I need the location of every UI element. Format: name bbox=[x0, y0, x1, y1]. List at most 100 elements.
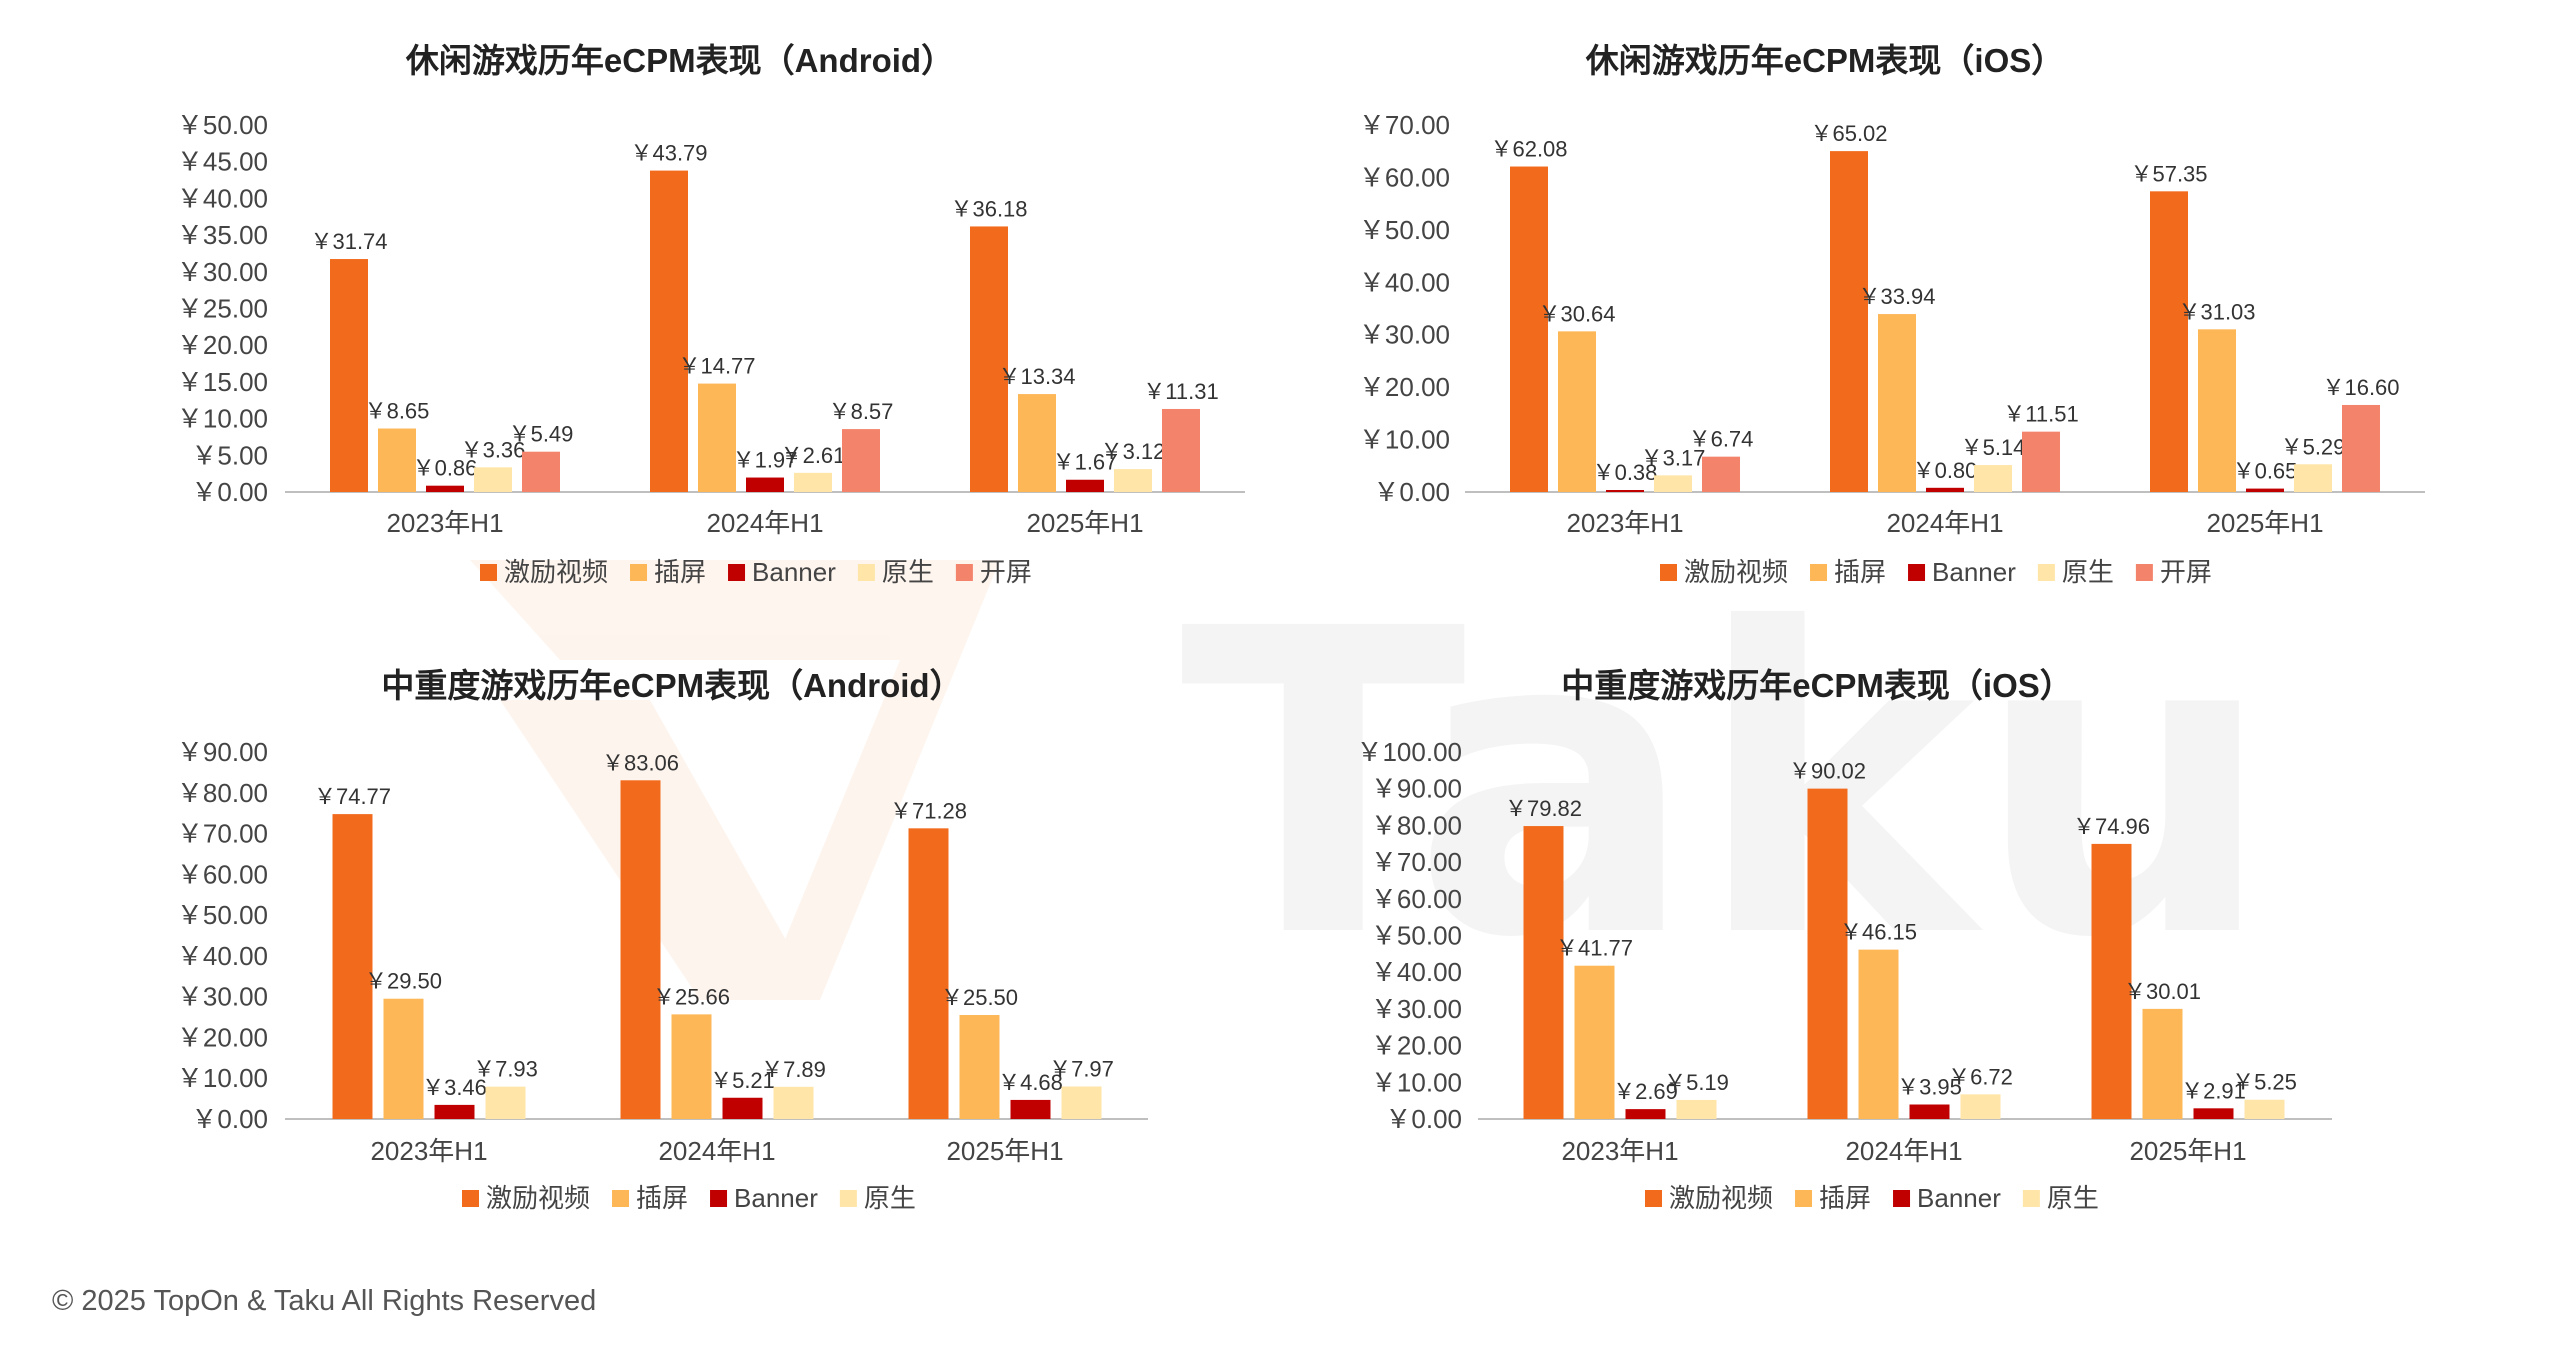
y-tick-label: ￥10.00 bbox=[177, 1063, 268, 1093]
y-tick-label: ￥0.00 bbox=[1385, 1104, 1462, 1134]
data-label: ￥0.65 bbox=[2233, 459, 2298, 484]
bar bbox=[426, 485, 464, 492]
data-label: ￥11.31 bbox=[1143, 379, 1218, 404]
legend-label: Banner bbox=[1917, 1183, 2001, 1213]
bar bbox=[330, 259, 368, 492]
legend-swatch bbox=[1810, 564, 1828, 581]
data-label: ￥46.15 bbox=[1840, 920, 1917, 945]
legend-label: 激励视频 bbox=[1684, 557, 1788, 587]
y-tick-label: ￥90.00 bbox=[177, 737, 268, 767]
category-label: 2023年H1 bbox=[1566, 508, 1683, 538]
legend-swatch bbox=[857, 564, 875, 581]
bar bbox=[1974, 465, 2012, 492]
data-label: ￥74.77 bbox=[314, 784, 391, 809]
y-tick-label: ￥40.00 bbox=[177, 941, 268, 971]
y-tick-label: ￥0.00 bbox=[191, 1104, 268, 1134]
bar bbox=[1510, 166, 1548, 492]
y-tick-label: ￥60.00 bbox=[177, 859, 268, 889]
bar bbox=[2022, 431, 2060, 492]
bar bbox=[2142, 1008, 2183, 1119]
chart-title: 休闲游戏历年eCPM表现（Android） bbox=[405, 42, 954, 79]
bar bbox=[1702, 456, 1740, 492]
legend-label: 插屏 bbox=[1834, 557, 1886, 587]
bar bbox=[474, 467, 512, 492]
y-tick-label: ￥80.00 bbox=[1371, 810, 1462, 840]
y-tick-label: ￥50.00 bbox=[177, 110, 268, 140]
legend-swatch bbox=[728, 564, 746, 581]
data-label: ￥5.29 bbox=[2281, 434, 2346, 459]
bar bbox=[1010, 1099, 1051, 1119]
bar bbox=[698, 383, 736, 492]
data-label: ￥14.77 bbox=[678, 354, 755, 379]
data-label: ￥79.82 bbox=[1505, 796, 1582, 821]
bar bbox=[1878, 314, 1916, 492]
bar bbox=[1676, 1099, 1717, 1119]
data-label: ￥62.08 bbox=[1490, 137, 1567, 162]
data-label: ￥8.57 bbox=[829, 399, 894, 424]
bar bbox=[1066, 479, 1104, 492]
category-label: 2024年H1 bbox=[706, 508, 823, 538]
legend-swatch bbox=[480, 564, 497, 581]
data-label: ￥3.95 bbox=[1897, 1075, 1962, 1100]
data-label: ￥3.36 bbox=[461, 437, 526, 462]
y-tick-label: ￥20.00 bbox=[1359, 372, 1450, 402]
bar bbox=[1018, 394, 1056, 492]
data-label: ￥4.68 bbox=[998, 1070, 1063, 1095]
data-label: ￥2.69 bbox=[1613, 1079, 1678, 1104]
copyright-footer: © 2025 TopOn & Taku All Rights Reserved bbox=[52, 1285, 597, 1317]
y-tick-label: ￥20.00 bbox=[1371, 1031, 1462, 1061]
data-label: ￥33.94 bbox=[1858, 284, 1935, 309]
data-label: ￥6.72 bbox=[1948, 1064, 2013, 1089]
legend-label: Banner bbox=[734, 1183, 818, 1213]
category-label: 2025年H1 bbox=[946, 1136, 1063, 1166]
chart-title: 中重度游戏历年eCPM表现（Android） bbox=[381, 667, 962, 704]
y-tick-label: ￥70.00 bbox=[1359, 110, 1450, 140]
category-label: 2024年H1 bbox=[1886, 508, 2003, 538]
y-tick-label: ￥40.00 bbox=[177, 183, 268, 213]
legend-swatch bbox=[2135, 564, 2153, 581]
bar bbox=[671, 1014, 712, 1119]
category-label: 2023年H1 bbox=[370, 1136, 487, 1166]
legend-swatch bbox=[1645, 1190, 1662, 1207]
legend-label: 原生 bbox=[864, 1183, 916, 1213]
category-label: 2024年H1 bbox=[658, 1136, 775, 1166]
bar bbox=[2246, 488, 2284, 492]
bar bbox=[2244, 1099, 2285, 1119]
bar bbox=[2342, 404, 2380, 492]
bar bbox=[485, 1086, 526, 1119]
data-label: ￥1.67 bbox=[1053, 450, 1118, 475]
bar bbox=[773, 1086, 814, 1119]
data-label: ￥0.86 bbox=[413, 456, 478, 481]
chart-3: 中重度游戏历年eCPM表现（Android） ￥0.00 ￥10.00 ￥20.00 ￥… bbox=[177, 667, 1148, 1213]
bar bbox=[1807, 788, 1848, 1119]
legend-label: 插屏 bbox=[654, 557, 706, 587]
data-label: ￥7.93 bbox=[473, 1057, 538, 1082]
data-label: ￥65.02 bbox=[1810, 121, 1887, 146]
y-tick-label: ￥40.00 bbox=[1359, 267, 1450, 297]
legend-swatch bbox=[1660, 564, 1677, 581]
y-tick-label: ￥70.00 bbox=[1371, 847, 1462, 877]
bar bbox=[2294, 464, 2332, 492]
y-tick-label: ￥20.00 bbox=[177, 330, 268, 360]
y-tick-label: ￥45.00 bbox=[177, 147, 268, 177]
y-tick-label: ￥10.00 bbox=[1371, 1067, 1462, 1097]
data-label: ￥1.97 bbox=[733, 448, 798, 473]
data-label: ￥36.18 bbox=[950, 196, 1027, 221]
bar bbox=[383, 998, 424, 1119]
legend-label: Banner bbox=[1932, 557, 2016, 587]
data-label: ￥31.74 bbox=[310, 229, 387, 254]
bar bbox=[378, 428, 416, 492]
data-label: ￥8.65 bbox=[365, 399, 430, 424]
data-label: ￥7.89 bbox=[761, 1057, 826, 1082]
bar bbox=[722, 1097, 763, 1119]
y-tick-label: ￥30.00 bbox=[1371, 994, 1462, 1024]
y-tick-label: ￥30.00 bbox=[177, 257, 268, 287]
bar bbox=[1574, 965, 1615, 1119]
bar bbox=[1114, 469, 1152, 492]
y-tick-label: ￥25.00 bbox=[177, 294, 268, 324]
category-label: 2025年H1 bbox=[2206, 508, 2323, 538]
y-tick-label: ￥50.00 bbox=[1359, 215, 1450, 245]
bar bbox=[1606, 490, 1644, 492]
data-label: ￥5.14 bbox=[1961, 435, 2026, 460]
